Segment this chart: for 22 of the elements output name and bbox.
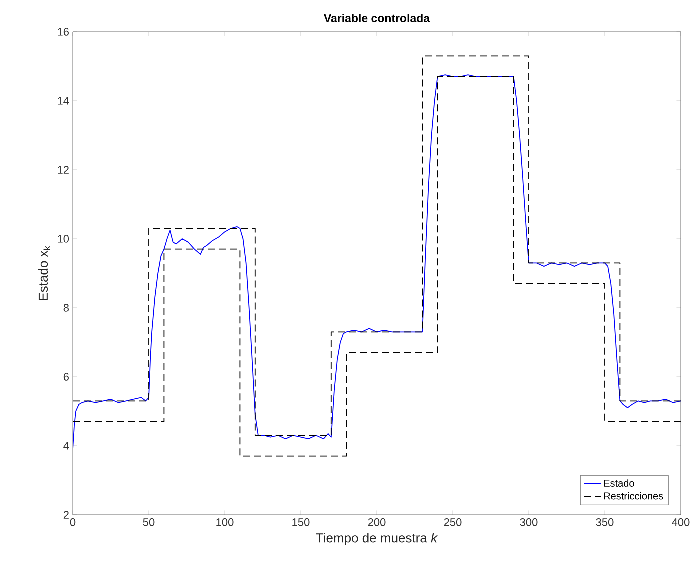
y-axis-title: Estado x$_{k}$ [38, 246, 50, 300]
y-tick-label: 16 [58, 28, 69, 36]
chart-title: Variable controlada [324, 14, 430, 22]
x-tick-label: 400 [672, 518, 690, 526]
legend-label: Restricciones [604, 492, 664, 500]
x-axis-title: Tiempo de muestra k [316, 533, 438, 546]
y-tick-label: 4 [64, 442, 70, 450]
y-tick-label: 8 [64, 304, 69, 312]
y-tick-label: 6 [64, 373, 69, 381]
y-tick-label: 2 [64, 511, 69, 519]
x-tick-label: 250 [444, 518, 462, 526]
x-tick-label: 150 [292, 518, 310, 526]
x-tick-label: 50 [143, 518, 155, 526]
y-tick-label: 14 [58, 97, 70, 105]
y-tick-label: 10 [58, 235, 70, 243]
legend-label: Estado [604, 480, 634, 487]
x-tick-label: 100 [216, 518, 234, 526]
x-tick-label: 350 [596, 518, 614, 526]
x-tick-label: 200 [368, 518, 386, 526]
x-tick-label: 300 [520, 518, 538, 526]
y-tick-label: 12 [58, 166, 69, 174]
x-tick-label: 0 [70, 518, 76, 526]
